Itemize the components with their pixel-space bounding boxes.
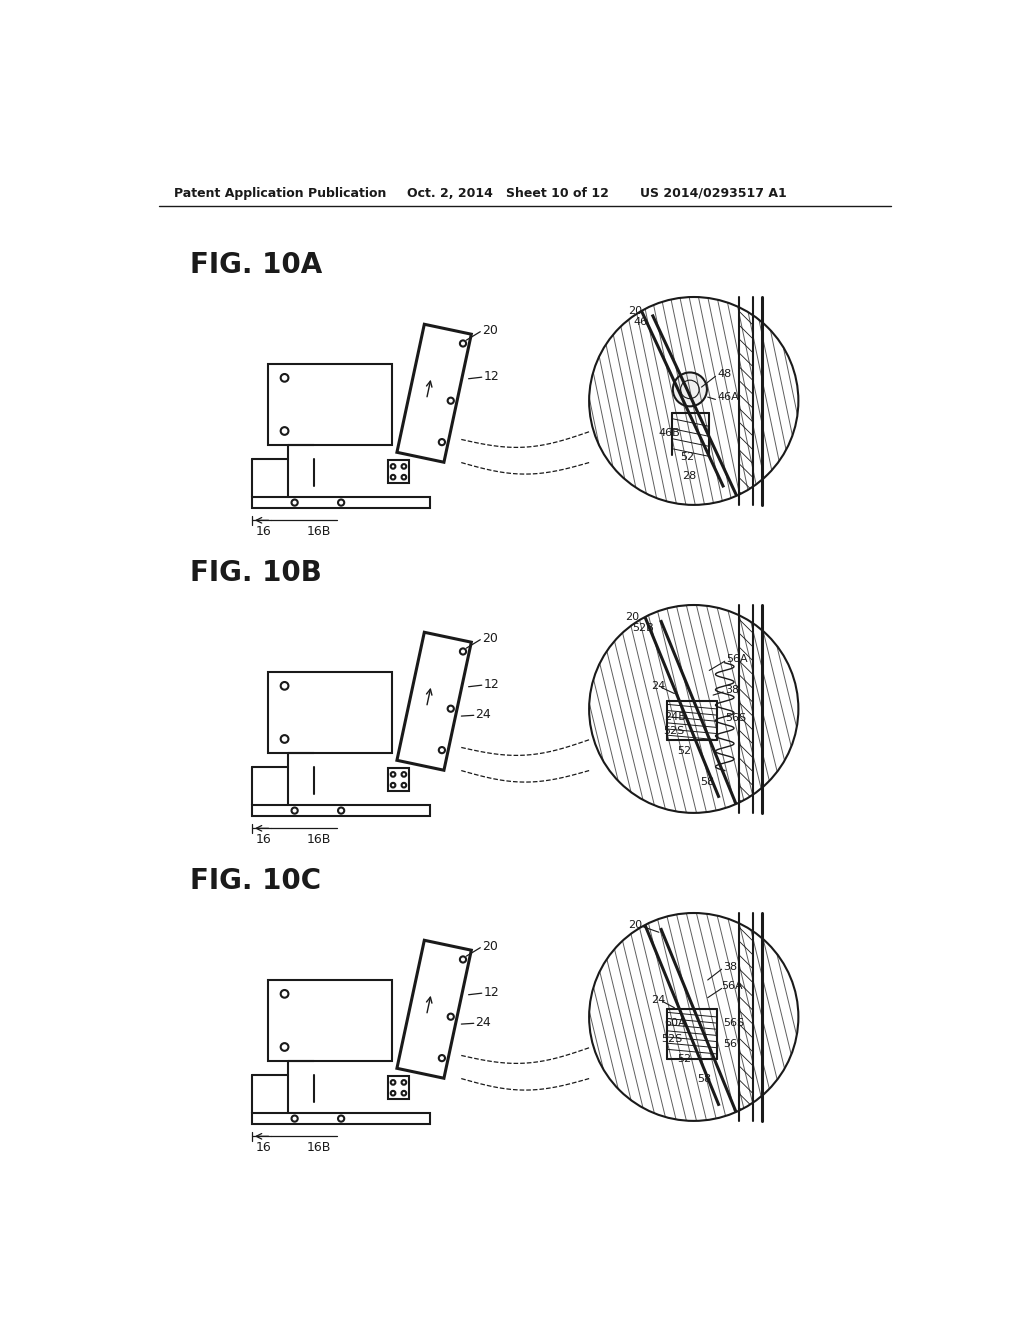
Text: FIG. 10C: FIG. 10C bbox=[190, 867, 322, 895]
Text: 12: 12 bbox=[483, 986, 499, 999]
Text: 24: 24 bbox=[651, 681, 666, 690]
Bar bbox=[267, 364, 391, 445]
Text: 12: 12 bbox=[483, 370, 499, 383]
Text: 20: 20 bbox=[482, 632, 498, 645]
Text: 52: 52 bbox=[677, 746, 691, 756]
Text: 24: 24 bbox=[651, 995, 666, 1005]
Text: 52: 52 bbox=[677, 1055, 691, 1064]
Text: 24: 24 bbox=[475, 708, 492, 721]
Bar bbox=[267, 672, 391, 752]
Text: 58: 58 bbox=[700, 777, 714, 787]
Text: 56A: 56A bbox=[726, 653, 748, 664]
Text: 16B: 16B bbox=[306, 524, 331, 537]
Text: 16: 16 bbox=[256, 833, 271, 846]
Text: 38: 38 bbox=[725, 685, 739, 694]
Text: 56S: 56S bbox=[723, 1018, 744, 1028]
Bar bbox=[252, 498, 430, 508]
Text: FIG. 10A: FIG. 10A bbox=[190, 251, 323, 279]
Text: 52: 52 bbox=[680, 453, 694, 462]
Text: 46: 46 bbox=[633, 317, 647, 327]
Text: 16B: 16B bbox=[306, 1140, 331, 1154]
Text: 46B: 46B bbox=[658, 428, 681, 438]
Bar bbox=[388, 1076, 410, 1100]
Text: 60A: 60A bbox=[665, 1018, 686, 1028]
Text: US 2014/0293517 A1: US 2014/0293517 A1 bbox=[640, 186, 786, 199]
Text: 46A: 46A bbox=[717, 392, 738, 403]
Text: 48: 48 bbox=[717, 370, 731, 379]
Text: 56: 56 bbox=[723, 1039, 737, 1049]
Circle shape bbox=[673, 372, 707, 407]
Text: Patent Application Publication: Patent Application Publication bbox=[174, 186, 387, 199]
Text: 20: 20 bbox=[482, 325, 498, 338]
Text: 16: 16 bbox=[256, 524, 271, 537]
Text: 56S: 56S bbox=[725, 713, 745, 723]
Text: 20: 20 bbox=[628, 306, 642, 315]
Text: 20: 20 bbox=[626, 611, 640, 622]
Text: 58: 58 bbox=[697, 1073, 712, 1084]
Text: 38: 38 bbox=[723, 962, 737, 972]
Text: 24B: 24B bbox=[665, 711, 686, 722]
Bar bbox=[252, 1113, 430, 1123]
Text: 56A: 56A bbox=[721, 981, 742, 991]
Text: 16: 16 bbox=[256, 1140, 271, 1154]
Bar bbox=[267, 979, 391, 1061]
Text: 24: 24 bbox=[475, 1016, 492, 1030]
Text: 52S: 52S bbox=[663, 726, 684, 735]
Text: Oct. 2, 2014   Sheet 10 of 12: Oct. 2, 2014 Sheet 10 of 12 bbox=[407, 186, 609, 199]
Text: 16B: 16B bbox=[306, 833, 331, 846]
Bar bbox=[388, 768, 410, 792]
Text: 20: 20 bbox=[482, 940, 498, 953]
Text: 52B: 52B bbox=[632, 623, 653, 634]
Bar bbox=[252, 805, 430, 816]
Text: FIG. 10B: FIG. 10B bbox=[190, 558, 322, 586]
Text: 20: 20 bbox=[628, 920, 642, 929]
Text: 12: 12 bbox=[483, 678, 499, 690]
Text: 52S: 52S bbox=[662, 1034, 682, 1044]
Text: 28: 28 bbox=[682, 471, 696, 482]
Bar bbox=[388, 461, 410, 483]
